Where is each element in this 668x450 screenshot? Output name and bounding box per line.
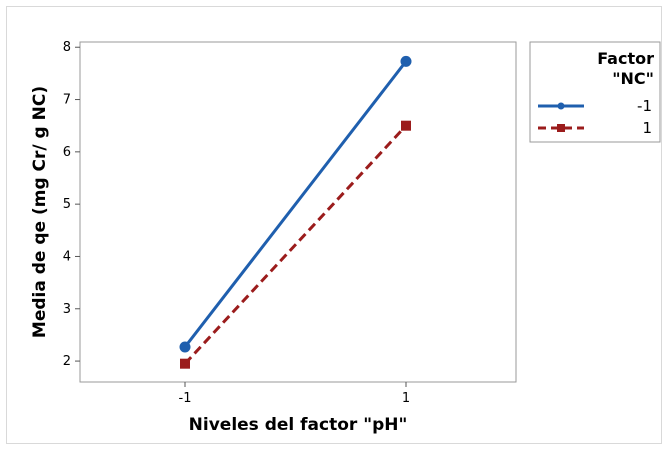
legend-marker-circle [557, 102, 565, 110]
series-line-0 [183, 60, 408, 348]
data-point-circle [179, 341, 191, 353]
y-tick-label: 3 [63, 302, 71, 317]
data-point-square [401, 120, 411, 131]
y-tick-label: 7 [63, 93, 71, 108]
y-tick-label: 2 [63, 354, 71, 369]
y-axis-title: Media de qe (mg Cr/ g NC) [30, 86, 50, 338]
series-group [179, 55, 412, 369]
x-tick-label: -1 [179, 391, 192, 406]
legend-items: -11 [538, 97, 652, 137]
series-line-1 [183, 124, 408, 365]
y-axis: 2 3 4 5 6 7 8 [63, 40, 80, 369]
plot-area [79, 41, 517, 383]
y-tick-label: 4 [63, 249, 71, 264]
data-point-circle [400, 55, 412, 67]
x-axis: -1 1 [179, 382, 410, 406]
legend-title-line1: Factor [597, 49, 654, 68]
legend-label-1: 1 [642, 119, 652, 137]
legend-title-line2: "NC" [612, 69, 654, 88]
legend: Factor "NC" -11 [529, 41, 661, 143]
y-tick-label: 6 [63, 145, 71, 160]
legend-label-0: -1 [637, 97, 652, 115]
y-tick-label: 5 [63, 197, 71, 212]
x-tick-label: 1 [402, 391, 410, 406]
y-tick-label: 8 [63, 40, 71, 55]
x-axis-title: Niveles del factor "pH" [189, 415, 408, 435]
data-point-square [180, 358, 190, 369]
legend-marker-square [557, 124, 565, 132]
legend-box [529, 41, 661, 143]
